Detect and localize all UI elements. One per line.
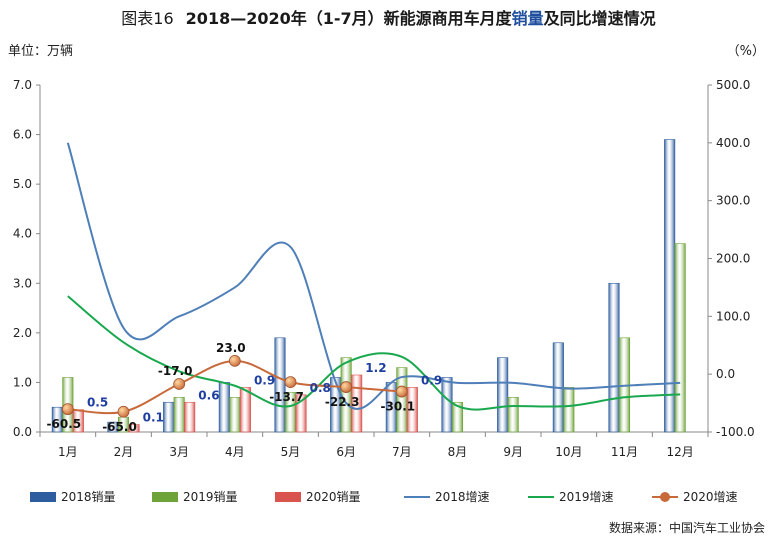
marker-2020-growth xyxy=(173,378,186,390)
bar-2020 xyxy=(128,424,140,433)
right-tick-label: 100.0 xyxy=(716,309,750,323)
legend-item: 2020销量 xyxy=(275,488,361,505)
label-2020-sales: 0.9 xyxy=(254,373,275,387)
bar-2019 xyxy=(173,396,185,433)
x-tick-label: 2月 xyxy=(114,445,134,459)
marker-2020-growth xyxy=(117,405,130,418)
right-tick-label: -100.0 xyxy=(716,425,755,439)
left-tick-label: 1.0 xyxy=(13,375,32,389)
legend-swatch-bar xyxy=(152,491,178,502)
right-tick-label: 0.0 xyxy=(716,367,735,381)
left-tick-label: 7.0 xyxy=(13,78,32,92)
label-2020-growth: -22.3 xyxy=(325,395,360,409)
legend-item: 2020增速 xyxy=(652,488,738,505)
bar-2020 xyxy=(351,374,363,433)
legend-label: 2019销量 xyxy=(183,490,238,504)
figure-number: 图表16 xyxy=(121,9,174,28)
x-tick-label: 4月 xyxy=(225,445,245,459)
label-2020-growth: -65.0 xyxy=(102,420,137,434)
label-2020-sales: 0.1 xyxy=(143,411,164,425)
bar-2018 xyxy=(218,382,230,433)
title-tail: 及同比增速情况 xyxy=(543,9,656,28)
right-tick-label: 400.0 xyxy=(716,136,750,150)
legend-item: 2019增速 xyxy=(528,488,614,505)
x-tick-label: 3月 xyxy=(169,445,189,459)
x-tick-label: 9月 xyxy=(503,445,523,459)
left-tick-label: 4.0 xyxy=(13,227,32,241)
bar-2018 xyxy=(163,401,175,433)
label-2020-growth: 23.0 xyxy=(216,341,246,355)
label-2020-sales: 1.2 xyxy=(365,361,386,375)
right-tick-label: 200.0 xyxy=(716,252,750,266)
x-tick-label: 6月 xyxy=(336,445,356,459)
marker-2020-growth xyxy=(228,354,241,367)
bar-2018 xyxy=(608,282,620,433)
title-main: 2018—2020年（1-7月）新能源商用车月度 xyxy=(185,9,512,28)
legend-label: 2019增速 xyxy=(559,490,614,504)
x-tick-label: 10月 xyxy=(555,445,582,459)
legend-item: 2019销量 xyxy=(152,488,238,505)
label-2020-growth: -13.7 xyxy=(269,390,304,404)
left-tick-label: 6.0 xyxy=(13,128,32,142)
left-tick-label: 0.0 xyxy=(13,425,32,439)
label-2020-sales: 0.6 xyxy=(198,388,219,402)
legend-swatch-line xyxy=(528,495,554,498)
legend-item: 2018增速 xyxy=(404,488,490,505)
bar-2018 xyxy=(664,139,676,433)
marker-2020-growth xyxy=(61,403,74,416)
right-tick-label: 300.0 xyxy=(716,194,750,208)
legend-label: 2018销量 xyxy=(61,490,116,504)
x-tick-label: 7月 xyxy=(392,445,412,459)
label-2020-sales: 0.8 xyxy=(310,381,331,395)
bar-2019 xyxy=(229,396,241,433)
legend-label: 2020增速 xyxy=(683,490,738,504)
x-tick-label: 5月 xyxy=(281,445,301,459)
bar-2018 xyxy=(274,337,286,433)
right-tick-label: 500.0 xyxy=(716,78,750,92)
line-2019-growth xyxy=(67,295,681,411)
line-2018-growth xyxy=(66,142,681,411)
label-2020-sales: 0.9 xyxy=(421,373,442,387)
bar-2020 xyxy=(184,401,196,433)
bar-2018 xyxy=(497,357,509,433)
bar-2019 xyxy=(451,401,464,433)
x-tick-label: 12月 xyxy=(667,445,694,459)
legend-swatch-line xyxy=(404,495,430,498)
chart-canvas: 0.0 1.0 2.0 3.0 4.0 5.0 6.0 7.0 -100.0 0.0 100.0 20… xyxy=(13,78,755,459)
left-axis-unit: 单位：万辆 xyxy=(8,44,74,59)
legend-item: 2018销量 xyxy=(30,488,116,505)
legend-swatch-bar xyxy=(30,491,56,502)
title-highlight: 销量 xyxy=(511,9,544,28)
bar-2020 xyxy=(406,387,418,433)
x-tick-label: 1月 xyxy=(58,445,78,459)
bar-2020 xyxy=(239,387,251,433)
label-2020-sales: 0.5 xyxy=(87,396,108,410)
bar-2019 xyxy=(674,243,686,433)
label-2020-growth: -30.1 xyxy=(381,400,416,414)
legend: 2018销量 2019销量 2020销量 2018增速 2019增速 2020增速 xyxy=(0,488,777,512)
marker-2020-growth xyxy=(340,381,353,393)
data-source: 数据来源：中国汽车工业协会 xyxy=(608,521,765,535)
bar-2020 xyxy=(295,394,307,433)
legend-swatch-marker xyxy=(652,491,678,502)
label-2020-growth: -17.0 xyxy=(158,364,193,378)
right-axis-unit: （%） xyxy=(726,44,765,59)
legend-label: 2020销量 xyxy=(306,490,361,504)
marker-2020-growth xyxy=(395,385,408,398)
chart-title: 图表16 2018—2020年（1-7月）新能源商用车月度销量及同比增速情况 xyxy=(0,5,777,29)
left-tick-label: 2.0 xyxy=(13,326,32,340)
bar-2018 xyxy=(441,377,453,433)
label-2020-growth: -60.5 xyxy=(47,417,82,431)
x-tick-label: 11月 xyxy=(611,445,638,459)
left-tick-label: 5.0 xyxy=(13,177,32,191)
left-tick-label: 3.0 xyxy=(13,276,32,290)
marker-2020-growth xyxy=(284,376,297,388)
bar-2019 xyxy=(563,387,575,433)
legend-label: 2018增速 xyxy=(435,490,490,504)
x-tick-label: 8月 xyxy=(448,445,468,459)
bar-2019 xyxy=(507,396,519,433)
legend-swatch-bar xyxy=(275,491,301,502)
